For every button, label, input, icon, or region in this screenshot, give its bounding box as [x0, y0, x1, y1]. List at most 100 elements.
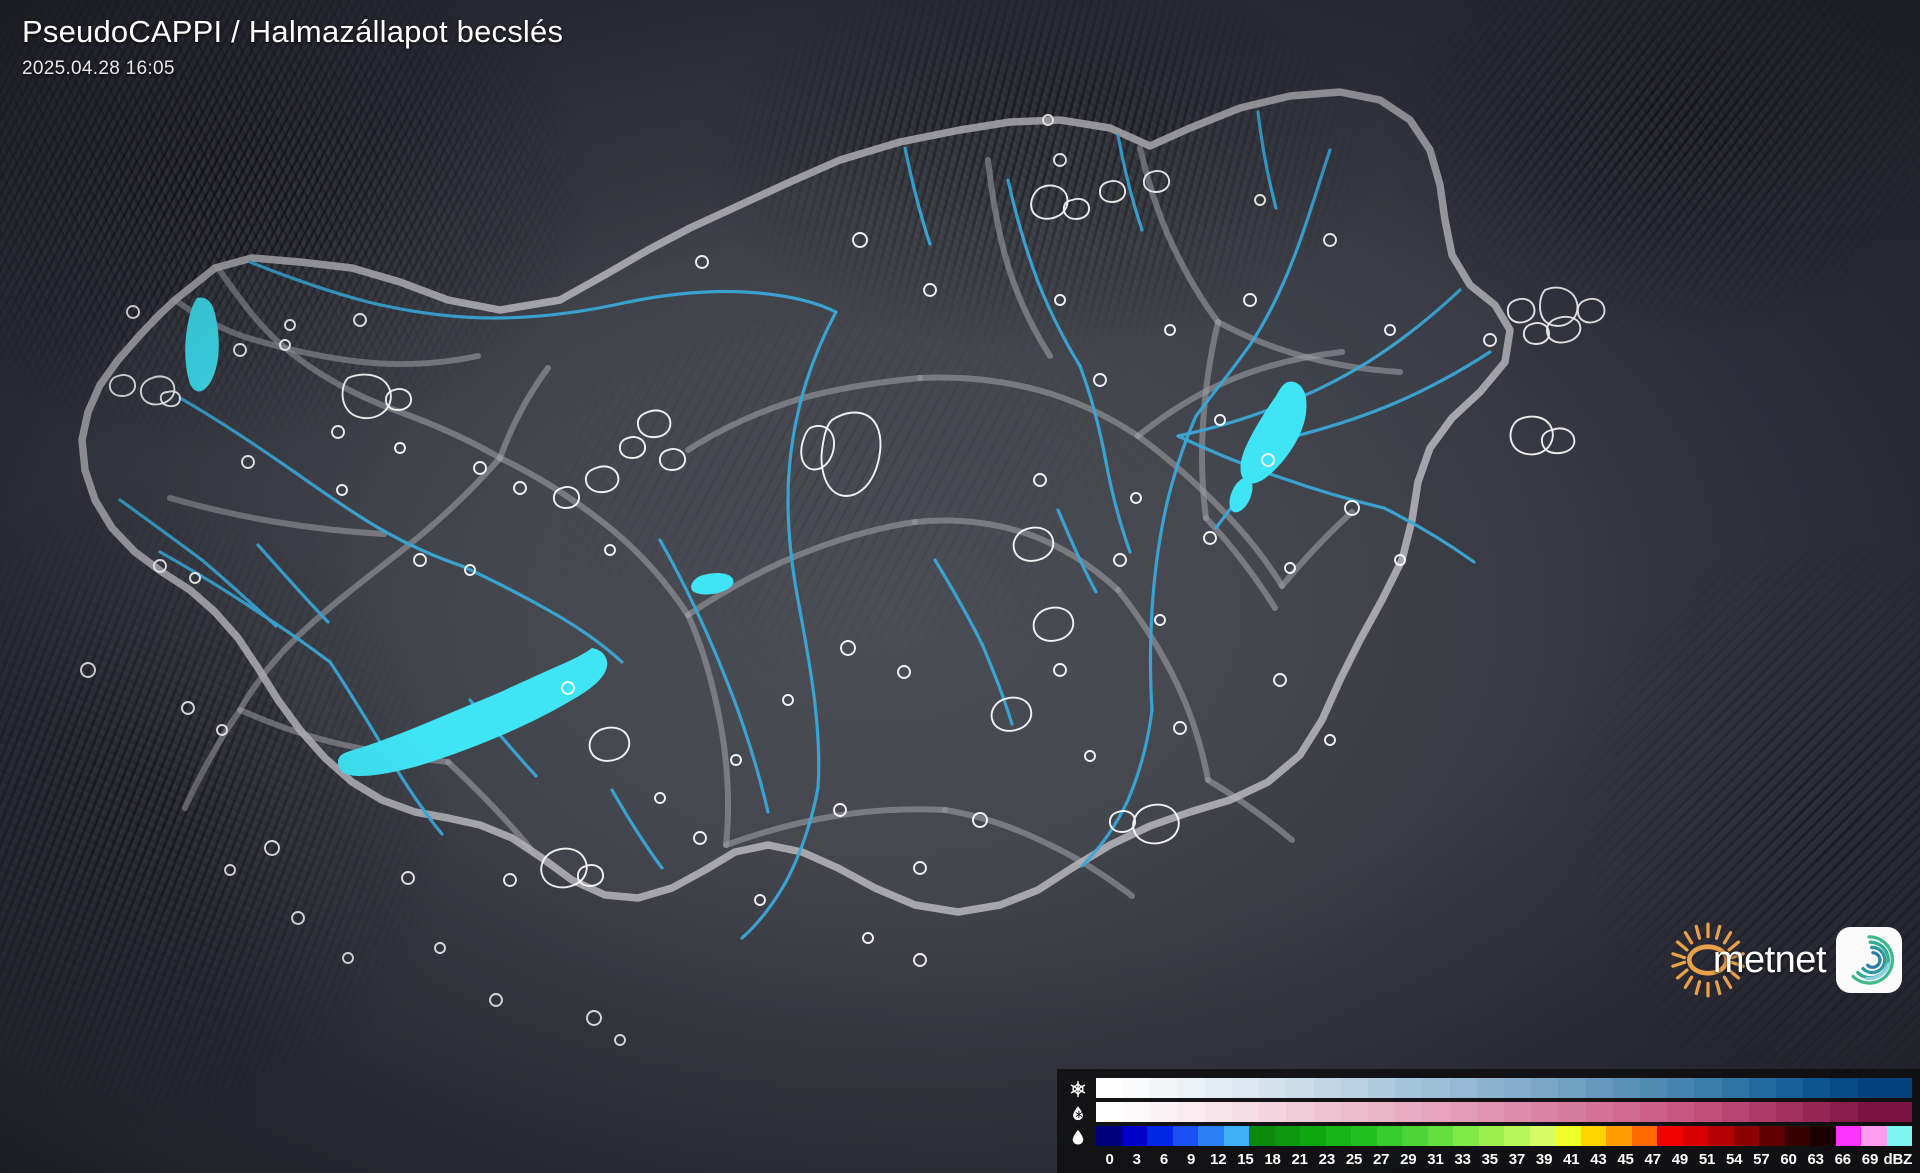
colorbar-cell	[1172, 1126, 1198, 1146]
colorbar-cell	[1748, 1102, 1777, 1122]
colorbar-cell	[1476, 1102, 1505, 1122]
colorbar-cell	[1376, 1126, 1402, 1146]
colorbar-cell	[1694, 1102, 1722, 1122]
colorbar-cell	[1694, 1078, 1722, 1098]
legend-tick: 41	[1563, 1151, 1580, 1168]
colorbar-cell	[1422, 1102, 1450, 1122]
colorbar-cell	[1721, 1102, 1749, 1122]
colorbar-cell	[1274, 1126, 1300, 1146]
colorbar-cell	[1784, 1126, 1810, 1146]
colorbar-cell	[1555, 1126, 1581, 1146]
colorbar-cell	[1529, 1126, 1555, 1146]
colorbar-cell	[1259, 1102, 1287, 1122]
colorbar-cell	[1733, 1126, 1759, 1146]
legend-tick: 18	[1264, 1151, 1281, 1168]
legend-tick: 37	[1508, 1151, 1526, 1168]
colorbar-cell	[1558, 1078, 1586, 1098]
page-title: PseudoCAPPI / Halmazállapot becslés	[22, 14, 564, 49]
colorbar-cell	[1478, 1126, 1504, 1146]
legend-tick: 60	[1780, 1151, 1797, 1168]
colorbar-cell	[1667, 1102, 1695, 1122]
colorbar-cell	[1096, 1126, 1122, 1146]
colorbar-cell	[1300, 1126, 1326, 1146]
colorbar-cell	[1682, 1126, 1708, 1146]
colorbar-cell	[1531, 1102, 1559, 1122]
colorbar-cell	[1558, 1102, 1586, 1122]
colorbar-cell	[1121, 1126, 1147, 1146]
colorbar-cell	[1449, 1078, 1477, 1098]
colorbar-cell	[1204, 1102, 1233, 1122]
colorbar-cell	[1667, 1078, 1695, 1098]
colorbar-cell	[1198, 1126, 1224, 1146]
colorbar-cell	[1657, 1126, 1683, 1146]
metnet-app-icon[interactable]	[1836, 927, 1902, 993]
legend-precip-icons	[1067, 1078, 1089, 1147]
legend-tick: 54	[1726, 1151, 1743, 1168]
dbz-legend: 0 3 6 9 12 15 18 21 23 25 27 29 31 33 35 37 39 41 43 45 47 49…	[1057, 1069, 1920, 1173]
colorbar-snow	[1096, 1078, 1913, 1098]
legend-tick: 43	[1590, 1151, 1607, 1168]
legend-tick: 29	[1400, 1151, 1417, 1168]
legend-tick: 31	[1427, 1151, 1444, 1168]
colorbar-cell	[1177, 1102, 1205, 1122]
colorbar-cell	[1150, 1078, 1178, 1098]
colorbar-cell	[1708, 1126, 1734, 1146]
colorbar-cell	[1313, 1102, 1341, 1122]
colorbar-cell	[1232, 1102, 1260, 1122]
colorbar-cell	[1776, 1102, 1804, 1122]
legend-tick: 49	[1671, 1151, 1688, 1168]
legend-tick: 15	[1237, 1151, 1254, 1168]
colorbar-cell	[1640, 1078, 1668, 1098]
legend-tick: 0	[1105, 1151, 1114, 1168]
legend-tick: 45	[1617, 1151, 1634, 1168]
colorbar-cell	[1835, 1126, 1861, 1146]
colorbar-cell	[1368, 1078, 1396, 1098]
legend-tick: 66	[1834, 1151, 1851, 1168]
legend-tick: 9	[1186, 1151, 1196, 1168]
sleet-icon	[1067, 1103, 1089, 1123]
colorbar-cell	[1612, 1078, 1641, 1098]
colorbar-cell	[1449, 1102, 1477, 1122]
colorbar-cell	[1204, 1078, 1233, 1098]
colorbar-cell	[1096, 1078, 1124, 1098]
colorbar-cell	[1395, 1078, 1423, 1098]
colorbar-cell	[1313, 1078, 1341, 1098]
legend-tick: 35	[1481, 1151, 1498, 1168]
legend-tick: 57	[1753, 1151, 1770, 1168]
timestamp-label: 2025.04.28 16:05	[22, 57, 175, 79]
metnet-logo[interactable]: metnet	[1669, 921, 1902, 999]
legend-tick: 39	[1535, 1151, 1553, 1168]
colorbar-cell	[1748, 1078, 1777, 1098]
legend-tick: 12	[1210, 1151, 1227, 1168]
colorbar-cell	[1884, 1078, 1913, 1098]
colorbar-cell	[1580, 1126, 1606, 1146]
colorbar-cell	[1830, 1102, 1858, 1122]
snowflake-icon	[1067, 1079, 1089, 1099]
colorbar-cell	[1249, 1126, 1275, 1146]
legend-tick: 6	[1159, 1151, 1168, 1168]
colorbar-cell	[1504, 1126, 1530, 1146]
title-block: PseudoCAPPI / Halmazállapot becslés 2025…	[22, 14, 563, 80]
colorbar-cell	[1476, 1078, 1505, 1098]
colorbar-cell	[1150, 1102, 1178, 1122]
legend-tick: 25	[1345, 1151, 1363, 1168]
legend-tick: 21	[1291, 1151, 1308, 1168]
colorbar-cell	[1286, 1102, 1314, 1122]
colorbar-cell	[1422, 1078, 1450, 1098]
colorbar-cell	[1810, 1126, 1836, 1146]
colorbar-cell	[1504, 1102, 1532, 1122]
colorbar-cell	[1286, 1078, 1314, 1098]
colorbar-cell	[1427, 1126, 1453, 1146]
colorbar-cell	[1147, 1126, 1173, 1146]
colorbar-cell	[1830, 1078, 1858, 1098]
colorbar-cell	[1402, 1126, 1428, 1146]
legend-tick: 63	[1807, 1151, 1824, 1168]
colorbar-cell	[1861, 1126, 1887, 1146]
legend-tick: 51	[1698, 1151, 1716, 1168]
colorbar-cell	[1857, 1102, 1885, 1122]
metnet-wordmark: metnet	[1712, 938, 1827, 981]
colorbar-cell	[1223, 1126, 1249, 1146]
colorbar-cell	[1123, 1078, 1151, 1098]
colorbar-cell	[1325, 1126, 1351, 1146]
